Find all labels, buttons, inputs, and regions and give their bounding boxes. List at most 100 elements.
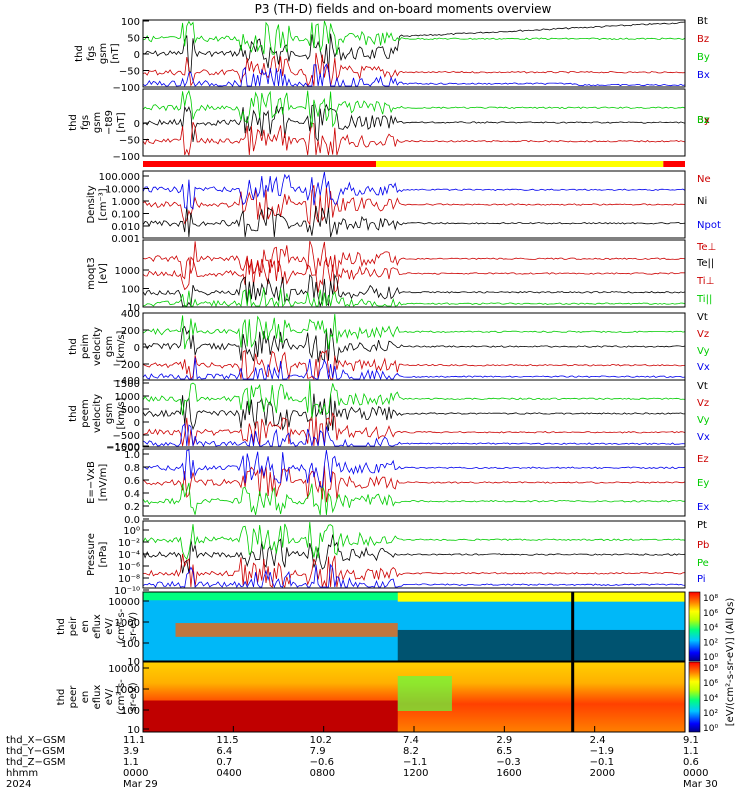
fgs_gsm_t89-legend-2: Bz (697, 115, 709, 126)
efield-series-1 (142, 482, 686, 516)
fgs_gsm-series-3 (142, 63, 686, 88)
fgs_gsm_t89-ylabel-0: thd (68, 114, 79, 131)
peer_spec-ylabel-2: en (80, 691, 91, 704)
xaxis-row-label-2: thd_Z−GSM (6, 757, 66, 768)
peem_velocity-frame (142, 379, 686, 448)
peir_spec-frame (142, 591, 686, 662)
peim_velocity-ylabel-2: velocity (92, 327, 103, 366)
efield-ytick-label: 0.4 (124, 489, 140, 500)
peem_velocity-series-2 (142, 380, 686, 419)
fgs_gsm_t89-series-0 (142, 103, 686, 143)
peer_spec-ylabel-3: eflux (92, 685, 103, 710)
xaxis-tick-date: Mar 29 (123, 779, 158, 790)
density-ytick-label: 10.000 (105, 185, 140, 196)
peer_spec-ytick-label: 100 (121, 706, 140, 717)
peir_spec-band-high (397, 592, 685, 602)
xaxis-tick-y: 7.9 (310, 746, 326, 757)
peir_spec-ylabel-3: eflux (92, 614, 103, 639)
fgs_gsm-ytick-label: −50 (119, 67, 140, 78)
fgs_gsm_t89-ylabel-4: [nT] (116, 112, 127, 132)
peem_velocity-ylabel-1: peem (80, 399, 91, 427)
fgs_gsm-ylabel-3: [nT] (110, 43, 121, 63)
peim_velocity-series-1 (142, 349, 685, 381)
peim_velocity-ytick-label: −400 (113, 376, 140, 387)
peem_velocity-background (143, 380, 685, 447)
fgs_gsm_t89-legend-0: Bx (697, 115, 710, 126)
temperature-ytick-label: 10 (127, 303, 140, 314)
fgs_gsm-ytick-label: 0 (134, 50, 140, 61)
colorbar-0 (688, 591, 701, 662)
xaxis-tick-hhmm: 1600 (496, 768, 521, 779)
efield-ylabel-0: E=−VxB (86, 461, 97, 504)
pressure-ytick-label: 10⁻² (118, 538, 140, 549)
efield-ytick-label: 0.2 (124, 502, 140, 513)
xaxis-tick-hhmm: 2000 (590, 768, 615, 779)
panel-peer_spec: 10000 1000 100 10 thd peer en eflux eV/(cm²-s-sr… (56, 661, 686, 736)
peer_spec-band-low (143, 700, 398, 732)
peim_velocity-series-0 (142, 325, 686, 364)
peir_spec-ylabel-0: thd (56, 618, 67, 635)
peem_velocity-legend-0: Vt (697, 381, 708, 392)
fgs_gsm-ylabel-0: thd (74, 45, 85, 62)
efield-legend-0: Ez (697, 454, 709, 465)
density-ytick-label: 0.100 (111, 210, 140, 221)
peim_velocity-legend-3: Vx (697, 362, 710, 373)
xaxis-tick-z: 1.1 (123, 757, 139, 768)
density-ytick-label: 0.010 (111, 222, 140, 233)
colorbar-tick-label: 10⁴ (703, 694, 718, 704)
fgs_gsm_t89-series-2 (142, 89, 686, 128)
density-ylabel-1: [cm⁻³] (98, 188, 109, 220)
peir_spec-band-mid (175, 623, 398, 637)
density-ytick-label: 100.000 (99, 172, 140, 183)
region-bar-end (663, 161, 685, 167)
peem_velocity-ytick-label: −1500 (106, 443, 140, 454)
fgs_gsm_t89-legend-1: By (697, 115, 710, 126)
xaxis-tick-z: −0.6 (310, 757, 334, 768)
peem_velocity-ytick-label: 1500 (115, 379, 140, 390)
pressure-legend-1: Pb (697, 540, 709, 551)
peim_velocity-ytick-label: 0 (134, 343, 140, 354)
peir_spec-ylabel-4: eV/ (104, 618, 115, 635)
panel-efield: 1.0 0.8 0.6 0.4 0.2 0.0 E=−VxB [mV/m] Ez Ey Ex (86, 448, 709, 526)
fgs_gsm_t89-series-1 (142, 121, 686, 157)
peim_velocity-series-3 (142, 357, 686, 381)
pressure-ytick-label: 10⁻¹⁰ (114, 586, 140, 597)
colorbar-tick-label: 10⁶ (703, 679, 718, 689)
colorbar-1 (688, 661, 701, 733)
pressure-ytick-label: 10⁰ (123, 526, 140, 537)
peir_spec-ytick-label: 10000 (108, 597, 140, 608)
peem_velocity-ylabel-3: gsm (104, 403, 115, 424)
pressure-series-0 (142, 534, 686, 574)
density-series-1 (142, 205, 686, 238)
density-series-2 (142, 171, 686, 210)
xaxis-tick-date: Mar 30 (683, 779, 718, 790)
xaxis-tick-y: 3.9 (123, 746, 139, 757)
peer_spec-dropout (571, 662, 575, 732)
pressure-legend-2: Pe (697, 558, 709, 569)
colorbar-tick-label: 10⁰ (703, 724, 718, 734)
peir_spec-ylabel-1: peir (68, 616, 79, 636)
panel-peir_spec: 10000 1000 100 10 thd peir en eflux eV/(cm²-s-sr… (56, 591, 686, 668)
peir_spec-dropout (571, 592, 575, 661)
peer_spec-ylabel-1: peer (68, 685, 79, 709)
peim_velocity-legend-2: Vy (697, 346, 710, 357)
peem_velocity-ytick-label: −500 (113, 431, 140, 442)
peim_velocity-ylabel-4: [km/s] (116, 330, 127, 362)
peim_velocity-ytick-label: −200 (113, 360, 140, 371)
peir_spec-ylabel-6: sr-eV) (128, 612, 139, 641)
density-ytick-label: 0.001 (111, 234, 140, 245)
xaxis-tick-hhmm: 0000 (683, 768, 708, 779)
peim_velocity-legend-0: Vt (697, 312, 708, 323)
peir_spec-ylabel-5: (cm²-s- (116, 608, 127, 644)
fgs_gsm-series-1 (142, 52, 686, 88)
pressure-ylabel-0: Pressure (86, 533, 97, 576)
colorbar-tick-label: 10² (703, 638, 718, 648)
temperature-ylabel-1: [eV] (98, 263, 109, 284)
peem_velocity-legend-2: Vy (697, 415, 710, 426)
xaxis-tick-y: 6.4 (216, 746, 232, 757)
region-bar-mag (376, 161, 664, 167)
fgs_gsm-ylabel-1: fgs (86, 46, 97, 61)
peem_velocity-ylabel-0: thd (68, 405, 79, 422)
